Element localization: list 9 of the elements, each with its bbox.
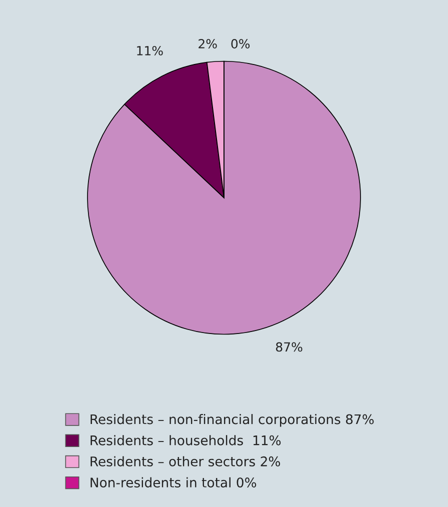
data-label: 11%	[137, 46, 163, 56]
text: 0%	[231, 39, 250, 48]
legend-label: Residents – non-financial corporations 87%	[90, 414, 374, 427]
pie-slice	[87, 60, 361, 335]
data-label: 2%	[198, 39, 217, 48]
legend-label: Residents – households 11%	[90, 435, 281, 446]
data-label: 87%	[276, 342, 302, 352]
legend-label: Residents – other sectors 2%	[90, 456, 280, 466]
legend-label: Non-residents in total 0%	[90, 477, 256, 488]
